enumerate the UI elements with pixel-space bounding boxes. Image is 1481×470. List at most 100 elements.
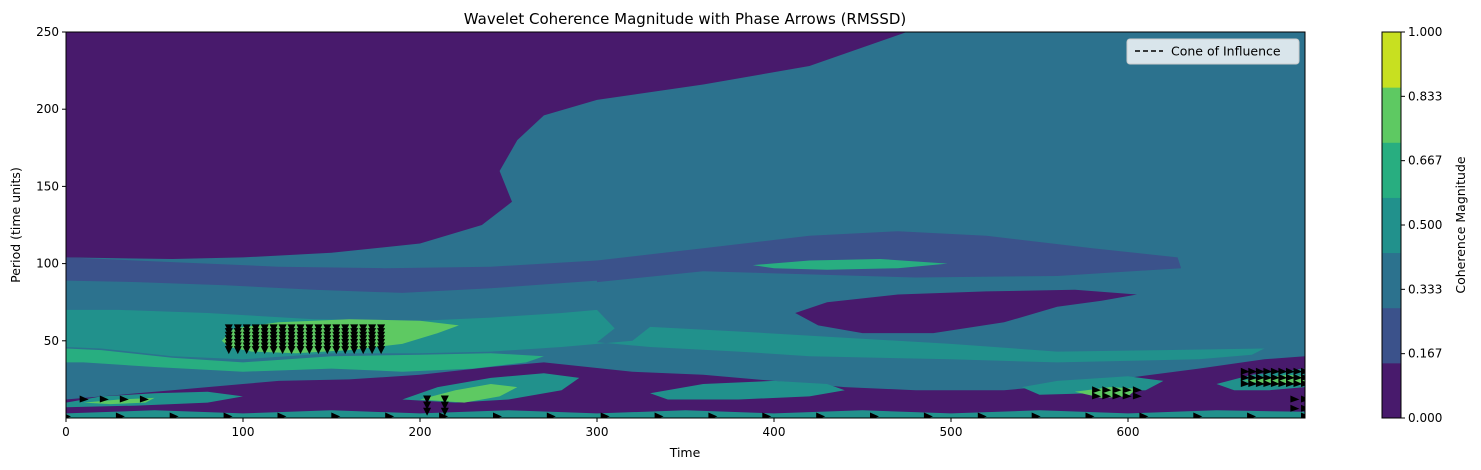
phase-arrow bbox=[1286, 367, 1295, 375]
phase-arrow bbox=[332, 324, 341, 333]
x-axis-ticks: 0 100 200 300 400 500 600 bbox=[62, 418, 1139, 439]
phase-arrow bbox=[1278, 373, 1288, 381]
legend: Cone of Influence bbox=[1126, 38, 1300, 65]
contour-region-7 bbox=[795, 289, 1137, 334]
phase-arrow bbox=[1301, 404, 1305, 412]
contour-region-0 bbox=[66, 231, 1182, 295]
phase-arrow bbox=[1255, 380, 1265, 387]
legend-label: Cone of Influence bbox=[1171, 44, 1281, 59]
phase-arrow bbox=[1240, 367, 1250, 375]
phase-arrow bbox=[1301, 380, 1305, 387]
y-tick-label: 150 bbox=[36, 179, 59, 193]
phase-arrows bbox=[66, 324, 1305, 418]
phase-arrow bbox=[1263, 380, 1273, 387]
phase-arrow bbox=[423, 407, 432, 416]
phase-arrow bbox=[1290, 404, 1300, 412]
phase-arrow bbox=[350, 324, 359, 333]
phase-arrow bbox=[1286, 373, 1295, 381]
y-axis-label: Period (time units) bbox=[8, 167, 23, 283]
phase-arrow bbox=[224, 324, 233, 333]
phase-arrow bbox=[66, 414, 71, 418]
phase-arrow bbox=[923, 412, 933, 418]
y-tick-label: 100 bbox=[36, 257, 59, 271]
phase-arrow bbox=[1085, 412, 1095, 418]
phase-arrow bbox=[1193, 412, 1203, 418]
colorbar-tick-label: 0.833 bbox=[1408, 89, 1442, 103]
phase-arrow bbox=[600, 412, 610, 418]
phase-arrow bbox=[1122, 386, 1132, 394]
plot-frame bbox=[65, 31, 1306, 419]
phase-arrow bbox=[1293, 367, 1303, 375]
x-tick-label: 600 bbox=[1117, 425, 1140, 439]
phase-arrow bbox=[870, 412, 879, 418]
colorbar-label: Coherence Magnitude bbox=[1453, 156, 1468, 294]
phase-arrow bbox=[1132, 392, 1142, 400]
phase-arrow bbox=[296, 324, 305, 333]
phase-arrow bbox=[242, 324, 251, 333]
phase-arrow bbox=[260, 324, 269, 333]
colorbar-tick-label: 0.333 bbox=[1408, 282, 1442, 296]
phase-arrow bbox=[439, 412, 449, 418]
phase-arrow bbox=[1293, 373, 1303, 381]
phase-arrow bbox=[251, 324, 260, 333]
x-tick-label: 500 bbox=[940, 425, 963, 439]
phase-arrow bbox=[493, 412, 502, 418]
phase-arrow bbox=[1255, 373, 1265, 381]
y-axis-ticks: 50 100 150 200 250 bbox=[36, 25, 66, 348]
phase-arrow bbox=[1301, 373, 1305, 381]
phase-arrow bbox=[323, 324, 332, 333]
contour-region-10 bbox=[1074, 387, 1137, 398]
phase-arrow bbox=[1102, 386, 1112, 394]
chart-title: Wavelet Coherence Magnitude with Phase A… bbox=[464, 10, 907, 28]
x-tick-label: 400 bbox=[763, 425, 786, 439]
colorbar-segment bbox=[1382, 252, 1401, 309]
y-tick-label: 50 bbox=[44, 334, 59, 348]
phase-arrow bbox=[546, 412, 556, 418]
phase-arrow bbox=[331, 412, 341, 418]
phase-arrow bbox=[1102, 392, 1112, 400]
contour-region-11 bbox=[650, 380, 845, 400]
phase-arrow bbox=[1240, 380, 1250, 387]
plot-area bbox=[66, 32, 1305, 418]
colorbar-segment bbox=[1382, 307, 1401, 364]
contour-region-15 bbox=[83, 397, 155, 405]
phase-arrow bbox=[1247, 412, 1257, 418]
phase-arrow bbox=[1263, 367, 1273, 375]
contour-region-18 bbox=[66, 410, 1305, 418]
phase-arrow bbox=[1293, 380, 1303, 387]
x-axis-label: Time bbox=[669, 445, 701, 460]
phase-arrow bbox=[223, 412, 233, 418]
phase-arrow bbox=[423, 395, 432, 404]
colorbar-tick-label: 0.000 bbox=[1408, 411, 1442, 425]
phase-arrow bbox=[1240, 373, 1250, 381]
y-tick-label: 250 bbox=[36, 25, 59, 39]
colorbar-segment bbox=[1382, 87, 1401, 143]
phase-arrow bbox=[314, 324, 323, 333]
colorbar-tick-label: 0.167 bbox=[1408, 347, 1442, 361]
phase-arrow bbox=[1139, 412, 1149, 418]
x-tick-label: 200 bbox=[409, 425, 432, 439]
phase-arrow bbox=[1290, 395, 1300, 403]
phase-arrow bbox=[99, 395, 109, 403]
phase-arrow bbox=[977, 412, 987, 418]
phase-arrow bbox=[115, 412, 125, 418]
phase-arrow bbox=[440, 407, 449, 416]
phase-arrow bbox=[440, 395, 449, 404]
phase-arrow bbox=[1270, 373, 1280, 381]
colorbar-tick-label: 0.500 bbox=[1408, 218, 1442, 232]
phase-arrow bbox=[1031, 412, 1041, 418]
phase-arrow bbox=[1112, 392, 1122, 400]
phase-arrow bbox=[1301, 412, 1305, 418]
phase-arrow bbox=[359, 324, 368, 333]
phase-arrow bbox=[1112, 386, 1122, 394]
phase-arrow bbox=[1278, 380, 1288, 387]
contour-region-6 bbox=[66, 32, 907, 259]
phase-arrow bbox=[1301, 395, 1305, 403]
x-tick-label: 100 bbox=[232, 425, 255, 439]
phase-arrow bbox=[1092, 386, 1102, 394]
phase-arrow bbox=[1248, 367, 1258, 375]
phase-arrow bbox=[1270, 380, 1280, 387]
phase-arrow bbox=[1132, 386, 1142, 394]
phase-arrow bbox=[423, 401, 432, 410]
